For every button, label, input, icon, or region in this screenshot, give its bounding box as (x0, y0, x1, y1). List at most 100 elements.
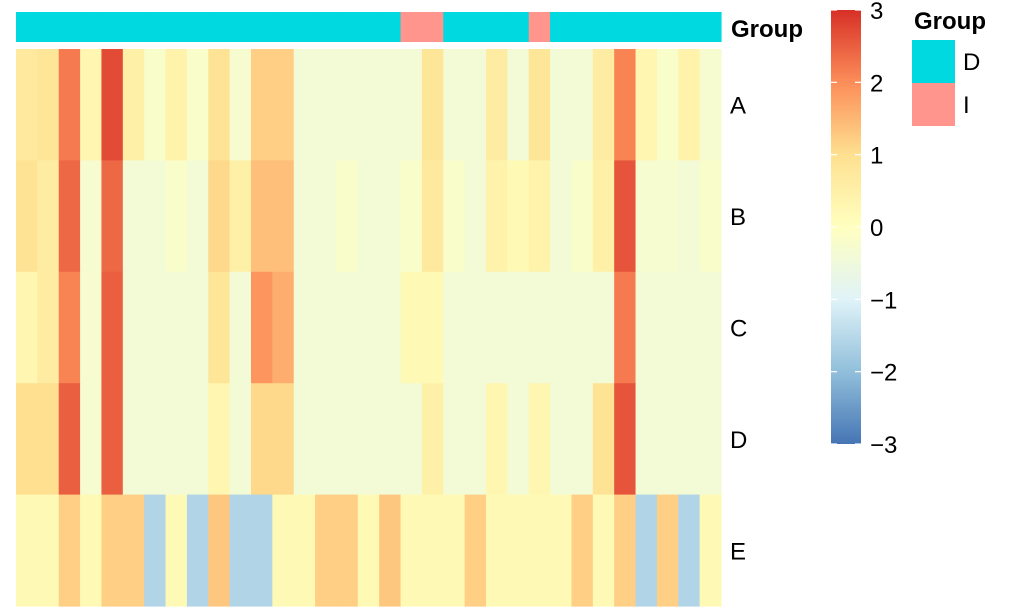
colorbar-tick-label: −1 (870, 287, 897, 314)
annotation-cell (186, 12, 209, 42)
annotation-cell (464, 12, 487, 42)
heatmap-cell (144, 49, 167, 161)
heatmap-cell (400, 49, 423, 161)
heatmap-cell (357, 49, 380, 161)
annotation-cell (357, 12, 380, 42)
heatmap-cell (272, 49, 295, 161)
heatmap-cell (699, 383, 722, 496)
heatmap-cell (550, 383, 573, 496)
heatmap-cell (293, 494, 316, 607)
heatmap-cell (229, 383, 252, 496)
heatmap-cell (336, 383, 359, 496)
heatmap-cell (293, 271, 316, 384)
heatmap-cell (635, 49, 658, 161)
heatmap-cell (635, 494, 658, 607)
heatmap-cell (293, 49, 316, 161)
heatmap-cell (315, 494, 338, 607)
heatmap-cell (144, 494, 167, 607)
colorbar-tick-label: −3 (870, 432, 897, 459)
heatmap-cell (571, 271, 594, 384)
heatmap-cell (315, 160, 338, 273)
heatmap-cell (208, 383, 231, 496)
heatmap-cell (507, 160, 530, 273)
heatmap-cell (528, 494, 551, 607)
heatmap-cell (464, 271, 487, 384)
heatmap-cell (614, 494, 637, 607)
heatmap-cell (379, 271, 402, 384)
annotation-cell (101, 12, 124, 42)
heatmap-cell (379, 160, 402, 273)
heatmap-cell (550, 494, 573, 607)
heatmap-cell (571, 383, 594, 496)
heatmap-cell (37, 494, 60, 607)
heatmap-cell (614, 49, 637, 161)
legend-swatch (912, 83, 955, 126)
heatmap-cell (699, 271, 722, 384)
heatmap-cell (165, 494, 188, 607)
heatmap-cell (58, 271, 81, 384)
heatmap-cell (122, 49, 145, 161)
heatmap-cell (635, 271, 658, 384)
annotation-cell (571, 12, 594, 42)
annotation-cell (122, 12, 145, 42)
heatmap-cell (336, 271, 359, 384)
heatmap-cell (186, 271, 209, 384)
annotation-cell (528, 12, 551, 42)
annotation-cell (37, 12, 60, 42)
row-label: C (730, 316, 747, 343)
heatmap-cell (165, 160, 188, 273)
heatmap-cell (16, 271, 38, 384)
heatmap-cell (58, 160, 81, 273)
heatmap-cell (592, 49, 615, 161)
heatmap-cell (400, 271, 423, 384)
heatmap-cell (336, 160, 359, 273)
heatmap-cell (80, 383, 103, 496)
heatmap-cell (357, 383, 380, 496)
heatmap-cell (464, 160, 487, 273)
heatmap-cell (165, 271, 188, 384)
heatmap-cell (208, 494, 231, 607)
heatmap-cells (16, 49, 722, 607)
heatmap-cell (251, 494, 273, 607)
heatmap-cell (486, 49, 508, 161)
colorbar-tick-label: 3 (870, 0, 883, 25)
heatmap-cell (58, 49, 81, 161)
heatmap-cell (80, 49, 103, 161)
heatmap-cell (678, 494, 701, 607)
heatmap-cell (507, 383, 530, 496)
annotation-cell (400, 12, 423, 42)
heatmap-cell (400, 160, 423, 273)
annotation-cell (58, 12, 81, 42)
heatmap-cell (16, 49, 38, 161)
colorbar-tick-label: 2 (870, 70, 883, 97)
heatmap-cell (678, 49, 701, 161)
heatmap-cell (122, 494, 145, 607)
heatmap-cell (208, 271, 231, 384)
heatmap-cell (357, 494, 380, 607)
heatmap-cell (272, 271, 295, 384)
heatmap-cell (486, 160, 508, 273)
heatmap-cell (272, 494, 295, 607)
heatmap-cell (16, 160, 38, 273)
annotation-cell (486, 12, 508, 42)
heatmap-cell (571, 494, 594, 607)
group-legend: Group DI (912, 8, 986, 126)
heatmap-cell (80, 494, 103, 607)
heatmap-cell (315, 49, 338, 161)
heatmap-cell (550, 160, 573, 273)
annotation-cell (272, 12, 295, 42)
heatmap-cell (592, 271, 615, 384)
heatmap-cell (528, 383, 551, 496)
colorbar-tick-label: −2 (870, 360, 897, 387)
annotation-cell (251, 12, 273, 42)
annotation-cell (16, 12, 38, 42)
heatmap-cell (58, 494, 81, 607)
annotation-cell (379, 12, 402, 42)
annotation-cell (678, 12, 701, 42)
heatmap-cell (272, 383, 295, 496)
annotation-cell (656, 12, 679, 42)
heatmap-cell (101, 160, 124, 273)
colorbar-tick-label: 0 (870, 215, 883, 242)
heatmap-cell (443, 494, 466, 607)
